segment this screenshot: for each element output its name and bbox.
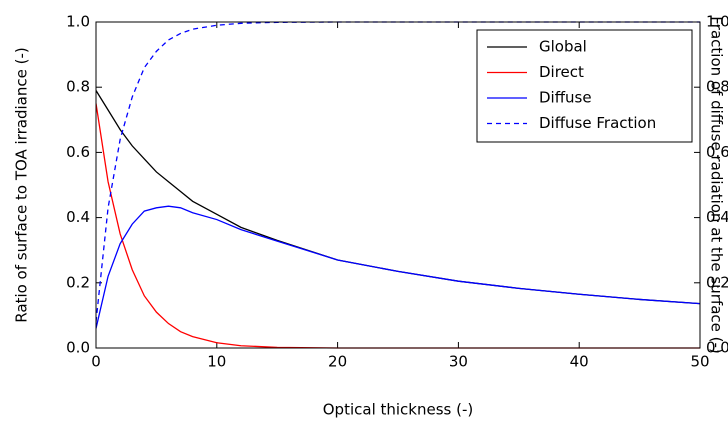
- y-tick-label: 0.4: [66, 208, 90, 226]
- x-axis-label: Optical thickness (-): [323, 401, 474, 419]
- y2-tick-label: 0.8: [706, 78, 728, 96]
- y-tick-label: 0.8: [66, 78, 90, 96]
- legend-label: Diffuse: [539, 89, 592, 107]
- x-tick-label: 50: [690, 353, 709, 371]
- x-tick-label: 20: [328, 353, 347, 371]
- y-tick-label: 0.0: [66, 339, 90, 357]
- y2-tick-label: 1.0: [706, 13, 728, 31]
- legend-label: Global: [539, 38, 587, 56]
- y-tick-label: 0.2: [66, 273, 90, 291]
- x-tick-label: 40: [570, 353, 589, 371]
- legend-label: Diffuse Fraction: [539, 114, 656, 132]
- y2-tick-label: 0.6: [706, 143, 728, 161]
- x-tick-label: 30: [449, 353, 468, 371]
- legend-box: [476, 29, 693, 143]
- x-tick-label: 10: [207, 353, 226, 371]
- y-tick-label: 1.0: [66, 13, 90, 31]
- series-line: [96, 205, 700, 329]
- y2-axis-label: Fraction of diffuse radiation at the sur…: [708, 16, 726, 354]
- y2-tick-label: 0.4: [706, 208, 728, 226]
- y2-tick-label: 0.0: [706, 339, 728, 357]
- y2-tick-label: 0.2: [706, 273, 728, 291]
- y-axis-label: Ratio of surface to TOA irradiance (-): [13, 47, 31, 322]
- x-tick-label: 0: [91, 353, 101, 371]
- y-tick-label: 0.6: [66, 143, 90, 161]
- plot-frame: [95, 21, 701, 349]
- legend-label: Direct: [539, 63, 584, 81]
